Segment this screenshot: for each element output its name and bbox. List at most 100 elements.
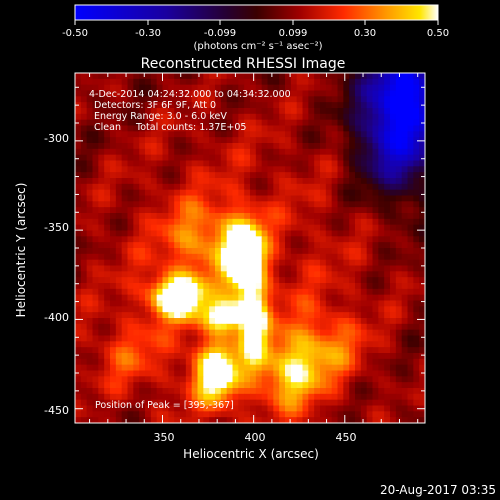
flux-pixel <box>203 230 210 237</box>
flux-pixel <box>285 218 292 226</box>
flux-pixel <box>150 172 158 179</box>
flux-pixel <box>244 306 251 313</box>
flux-pixel <box>168 294 175 301</box>
flux-pixel <box>197 411 204 418</box>
flux-pixel <box>285 172 292 179</box>
flux-pixel <box>407 341 414 348</box>
flux-pixel <box>174 207 181 214</box>
info-line-energy: Energy Range: 3.0 - 6.0 keV <box>94 111 227 122</box>
flux-pixel <box>226 259 233 266</box>
flux-pixel <box>226 248 233 255</box>
flux-pixel <box>337 189 344 196</box>
flux-pixel <box>215 283 222 290</box>
flux-pixel <box>413 393 420 401</box>
flux-pixel <box>168 388 175 395</box>
flux-pixel <box>355 323 362 331</box>
flux-pixel <box>215 370 222 377</box>
flux-pixel <box>185 288 193 296</box>
flux-pixel <box>343 288 350 296</box>
flux-pixel <box>127 294 134 301</box>
flux-pixel <box>302 207 309 214</box>
flux-pixel <box>302 376 309 383</box>
flux-pixel <box>360 411 368 418</box>
flux-pixel <box>250 84 257 91</box>
flux-pixel <box>261 137 268 144</box>
flux-pixel <box>162 96 169 103</box>
flux-pixel <box>168 90 175 97</box>
flux-pixel <box>419 364 425 371</box>
flux-pixel <box>191 137 198 144</box>
flux-pixel <box>215 300 222 307</box>
flux-pixel <box>145 318 152 325</box>
flux-pixel <box>413 166 420 173</box>
flux-pixel <box>419 399 425 406</box>
flux-pixel <box>378 172 385 179</box>
flux-pixel <box>366 166 373 173</box>
flux-pixel <box>209 96 216 103</box>
flux-pixel <box>139 393 146 401</box>
flux-pixel <box>209 73 216 80</box>
flux-pixel <box>331 137 338 144</box>
flux-pixel <box>355 265 362 272</box>
flux-pixel <box>238 277 245 284</box>
flux-pixel <box>238 119 245 126</box>
flux-pixel <box>139 224 146 231</box>
flux-pixel <box>355 131 362 138</box>
flux-pixel <box>273 102 280 109</box>
flux-pixel <box>261 195 268 202</box>
flux-pixel <box>156 370 163 377</box>
flux-pixel <box>355 160 362 167</box>
flux-pixel <box>139 411 146 418</box>
flux-pixel <box>150 399 158 406</box>
flux-pixel <box>232 388 239 395</box>
flux-pixel <box>220 411 228 418</box>
flux-pixel <box>395 131 403 138</box>
flux-pixel <box>80 283 88 290</box>
flux-pixel <box>162 248 169 255</box>
flux-pixel <box>372 131 379 138</box>
flux-pixel <box>75 148 82 156</box>
flux-pixel <box>174 253 181 261</box>
flux-pixel <box>110 78 117 86</box>
flux-pixel <box>285 253 292 261</box>
flux-pixel <box>360 248 368 255</box>
flux-pixel <box>273 353 280 360</box>
flux-pixel <box>156 84 163 91</box>
flux-pixel <box>325 364 333 371</box>
flux-pixel <box>372 411 379 418</box>
flux-pixel <box>302 411 309 418</box>
flux-pixel <box>115 323 123 331</box>
flux-pixel <box>203 358 210 366</box>
flux-pixel <box>413 154 420 161</box>
flux-pixel <box>372 183 379 191</box>
flux-pixel <box>401 125 408 132</box>
flux-pixel <box>185 335 193 342</box>
flux-pixel <box>302 172 309 179</box>
flux-pixel <box>360 300 368 307</box>
flux-pixel <box>203 323 210 331</box>
flux-pixel <box>244 288 251 296</box>
flux-pixel <box>320 131 327 138</box>
flux-pixel <box>180 318 187 325</box>
flux-pixel <box>290 218 298 226</box>
flux-pixel <box>413 102 420 109</box>
flux-pixel <box>150 242 158 249</box>
flux-pixel <box>285 341 292 348</box>
flux-pixel <box>343 259 350 266</box>
flux-pixel <box>255 294 263 301</box>
flux-pixel <box>121 143 128 150</box>
flux-pixel <box>80 213 88 220</box>
flux-pixel <box>267 277 274 284</box>
flux-pixel <box>337 306 344 313</box>
flux-pixel <box>238 370 245 377</box>
flux-pixel <box>185 102 193 109</box>
flux-pixel <box>191 388 198 395</box>
flux-pixel <box>238 382 245 389</box>
flux-pixel <box>162 230 169 237</box>
flux-pixel <box>86 195 93 202</box>
flux-pixel <box>209 329 216 336</box>
flux-pixel <box>360 96 368 103</box>
flux-pixel <box>203 405 210 412</box>
flux-pixel <box>337 300 344 307</box>
flux-pixel <box>180 84 187 91</box>
